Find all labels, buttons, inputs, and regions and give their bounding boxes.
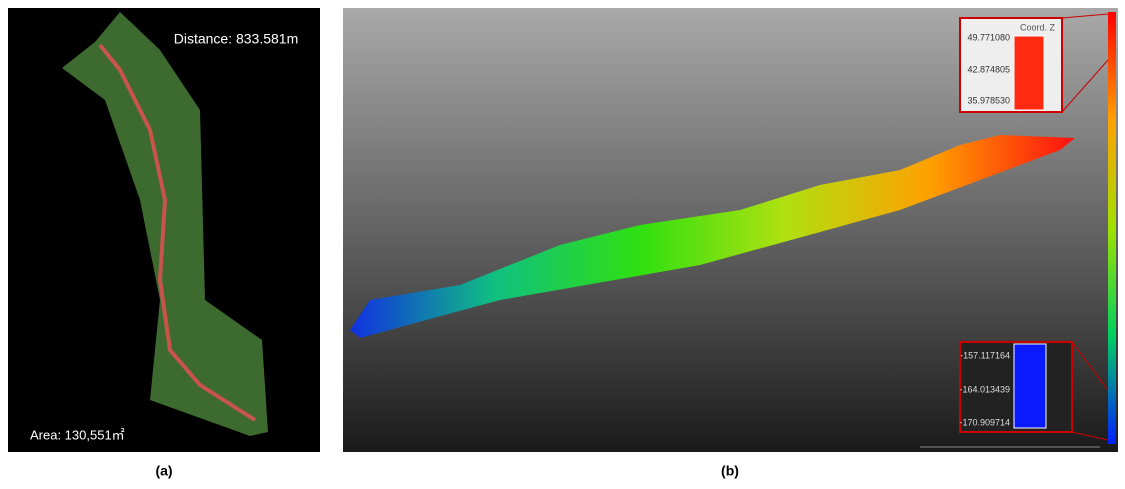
inset-bar (1013, 343, 1047, 429)
bottom-inset: -157.117164 -164.013439 -170.909714 (959, 341, 1109, 441)
inset-label: -164.013439 (959, 384, 1010, 394)
point-cloud (350, 135, 1075, 338)
area-label: Area: 130,551㎡ (30, 427, 125, 442)
distance-label: Distance: 833.581m (174, 31, 299, 47)
inset-label: 42.874805 (967, 64, 1010, 74)
inset-title: Coord. Z (1020, 22, 1056, 32)
connector (1071, 341, 1109, 391)
color-scale (1108, 12, 1116, 444)
connector (1061, 59, 1109, 113)
caption: (a) (155, 463, 172, 479)
connector (1061, 13, 1109, 19)
inset-box (959, 17, 1063, 113)
inset-label: -170.909714 (959, 417, 1010, 427)
route (98, 43, 257, 422)
top-inset: Coord. Z 49.771080 42.874805 35.978530 (959, 13, 1109, 113)
inset-label: 35.978530 (967, 95, 1010, 105)
inset-label: 49.771080 (967, 32, 1010, 42)
inset-label: -157.117164 (960, 350, 1010, 360)
caption: (b) (721, 463, 739, 479)
inset-bar (1013, 35, 1045, 111)
connector (1071, 431, 1109, 441)
